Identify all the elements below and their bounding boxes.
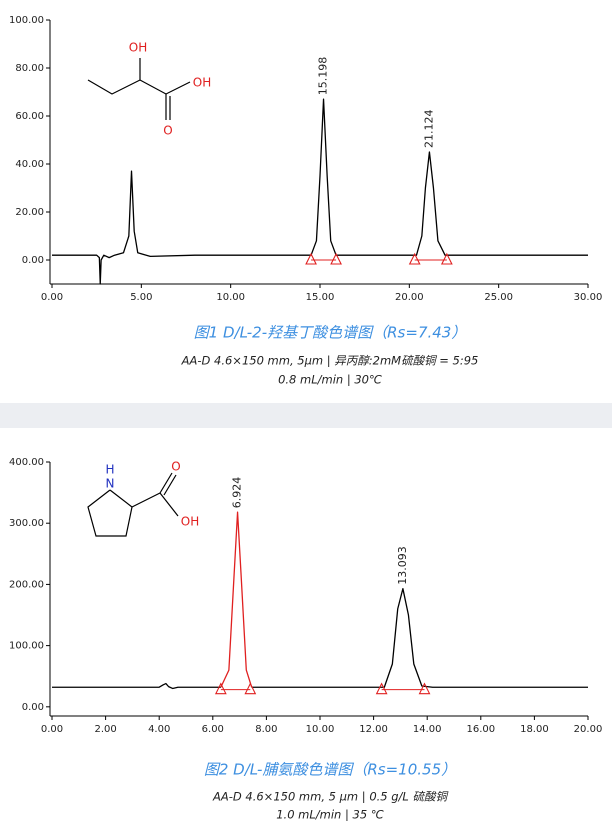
- peak-label: 6.924: [231, 477, 244, 509]
- integration-marker: [330, 252, 342, 265]
- x-tick-label: 12.00: [359, 724, 388, 735]
- x-tick-label: 2.00: [94, 724, 116, 735]
- atom-label: O: [171, 460, 180, 474]
- atom-label: OH: [181, 515, 199, 529]
- x-tick-label: 30.00: [574, 292, 603, 303]
- subtitle: 0.8 mL/min | 30℃: [278, 373, 382, 387]
- y-tick-label: 300.00: [9, 518, 44, 529]
- x-tick-label: 25.00: [484, 292, 513, 303]
- x-tick-label: 15.00: [306, 292, 335, 303]
- trace: [52, 98, 588, 285]
- x-tick-label: 5.00: [130, 292, 152, 303]
- trace: [52, 588, 588, 690]
- y-tick-label: 100.00: [9, 15, 44, 26]
- trace: [220, 511, 253, 688]
- integration-marker: [440, 252, 453, 265]
- y-tick-label: 80.00: [15, 63, 44, 74]
- atom-label: O: [163, 124, 172, 138]
- x-tick-label: 14.00: [413, 724, 442, 735]
- y-tick-label: 0.00: [22, 255, 44, 266]
- x-tick-label: 16.00: [466, 724, 495, 735]
- atom-label: OH: [193, 76, 211, 90]
- x-tick-label: 6.00: [202, 724, 224, 735]
- caption: 图2 D/L-脯氨酸色谱图（Rs=10.55）: [204, 761, 456, 779]
- structure: [87, 58, 191, 537]
- atom-label: H: [105, 463, 114, 477]
- y-tick-label: 100.00: [9, 641, 44, 652]
- x-tick-label: 20.00: [395, 292, 424, 303]
- peak-label: 13.093: [396, 546, 409, 585]
- atom-label: N: [106, 477, 115, 491]
- y-tick-label: 0.00: [22, 702, 44, 713]
- panel: [0, 0, 612, 403]
- integration-marker: [375, 682, 388, 695]
- x-tick-label: 0.00: [41, 292, 63, 303]
- subtitle: 1.0 mL/min | 35 ℃: [276, 808, 384, 822]
- peak-label: 21.124: [422, 110, 435, 149]
- y-tick-label: 200.00: [9, 579, 44, 590]
- x-tick-label: 10.00: [216, 292, 245, 303]
- y-tick-label: 20.00: [15, 207, 44, 218]
- y-tick-label: 40.00: [15, 159, 44, 170]
- integration-marker: [408, 252, 421, 265]
- integration-marker: [214, 682, 227, 695]
- x-tick-label: 18.00: [520, 724, 549, 735]
- x-tick-label: 0.00: [41, 724, 63, 735]
- subtitle: AA-D 4.6×150 mm, 5 μm | 0.5 g/L 硫酸铜: [212, 790, 448, 804]
- x-tick-label: 4.00: [148, 724, 170, 735]
- atom-label: OH: [129, 41, 147, 55]
- y-tick-label: 60.00: [15, 111, 44, 122]
- subtitle: AA-D 4.6×150 mm, 5μm | 异丙醇:2mM硫酸铜 = 5:95: [181, 354, 479, 368]
- peak-label: 15.198: [317, 57, 330, 96]
- x-tick-label: 10.00: [306, 724, 335, 735]
- integration-marker: [244, 682, 257, 695]
- caption: 图1 D/L-2-羟基丁酸色谱图（Rs=7.43）: [194, 324, 467, 342]
- x-tick-label: 20.00: [574, 724, 603, 735]
- y-tick-label: 400.00: [9, 457, 44, 468]
- x-tick-label: 8.00: [255, 724, 277, 735]
- integration-marker: [305, 252, 317, 265]
- integration-marker: [418, 682, 431, 695]
